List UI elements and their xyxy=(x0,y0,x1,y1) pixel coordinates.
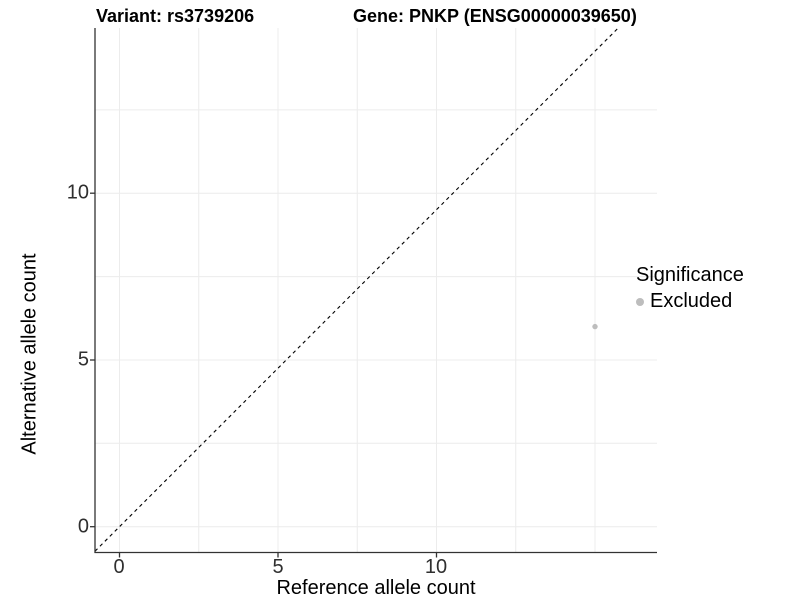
y-axis-title: Alternative allele count xyxy=(18,253,41,455)
tick-marks xyxy=(90,192,438,558)
y-tick-label-0: 0 xyxy=(77,515,89,538)
gridlines xyxy=(95,28,657,552)
y-tick-label-5: 5 xyxy=(77,348,89,371)
data-point xyxy=(592,323,598,330)
axis-lines xyxy=(94,28,657,554)
identity-diagonal-line xyxy=(94,27,619,552)
x-tick-label-5: 5 xyxy=(272,556,284,578)
excluded-point-icon xyxy=(636,297,644,306)
x-tick-label-0: 0 xyxy=(113,556,125,578)
gene-title: Gene: PNKP (ENSG00000039650) xyxy=(353,6,637,26)
variant-title: Variant: rs3739206 xyxy=(96,6,255,26)
legend: Significance Excluded xyxy=(636,264,744,313)
x-axis-title: Reference allele count xyxy=(276,577,476,599)
y-tick-label-10: 10 xyxy=(66,181,89,204)
legend-title: Significance xyxy=(636,264,744,286)
x-tick-label-10: 10 xyxy=(424,556,448,578)
legend-item-label: Excluded xyxy=(650,290,733,312)
legend-item-excluded: Excluded xyxy=(636,290,744,313)
